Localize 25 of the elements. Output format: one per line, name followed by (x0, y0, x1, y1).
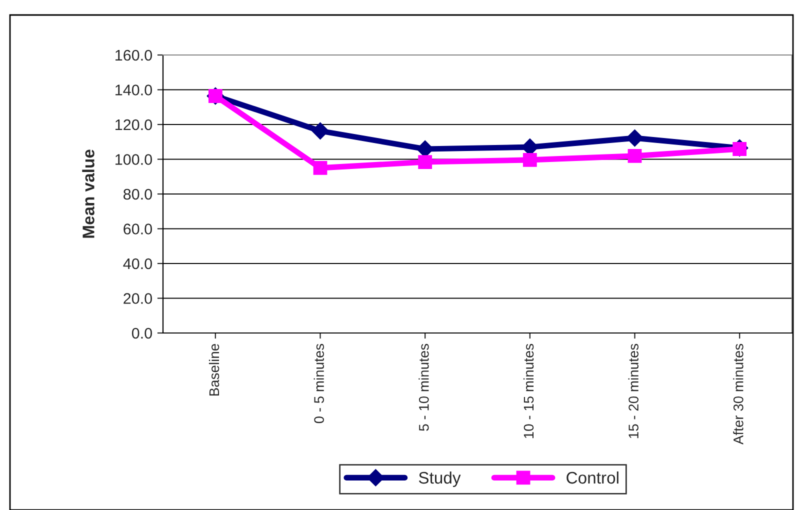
x-tick-label: 0 - 5 minutes (314, 344, 324, 424)
point (628, 149, 642, 163)
y-tick-label: 100.0 (116, 154, 152, 165)
point (626, 130, 644, 147)
x-tick-label: Baseline (208, 344, 220, 396)
point (418, 155, 432, 169)
y-tick-label: 140.0 (116, 84, 152, 96)
y-tick-label: 120.0 (116, 119, 152, 130)
x-tick-label: 5 - 10 minutes (418, 344, 429, 431)
y-tick-label: 60.0 (124, 224, 152, 234)
y-axis-title: Mean value (82, 150, 94, 238)
point (312, 122, 329, 140)
legend-label: Study (418, 471, 461, 487)
y-tick-label: 40.0 (123, 258, 152, 270)
point (732, 142, 747, 156)
legend-label: Control (566, 471, 618, 484)
x-tick-label: 10 - 15 minutes (523, 344, 534, 438)
x-tick-label: After 30 minutes (733, 344, 744, 445)
y-tick-label: 20.0 (124, 293, 152, 304)
y-tick-label: 160.0 (116, 50, 152, 61)
y-tick-label: 80.0 (124, 188, 152, 200)
y-tick-label: 0.0 (132, 328, 152, 339)
point (313, 160, 328, 175)
point (522, 153, 537, 167)
x-tick-label: 15 - 20 minutes (628, 344, 638, 438)
